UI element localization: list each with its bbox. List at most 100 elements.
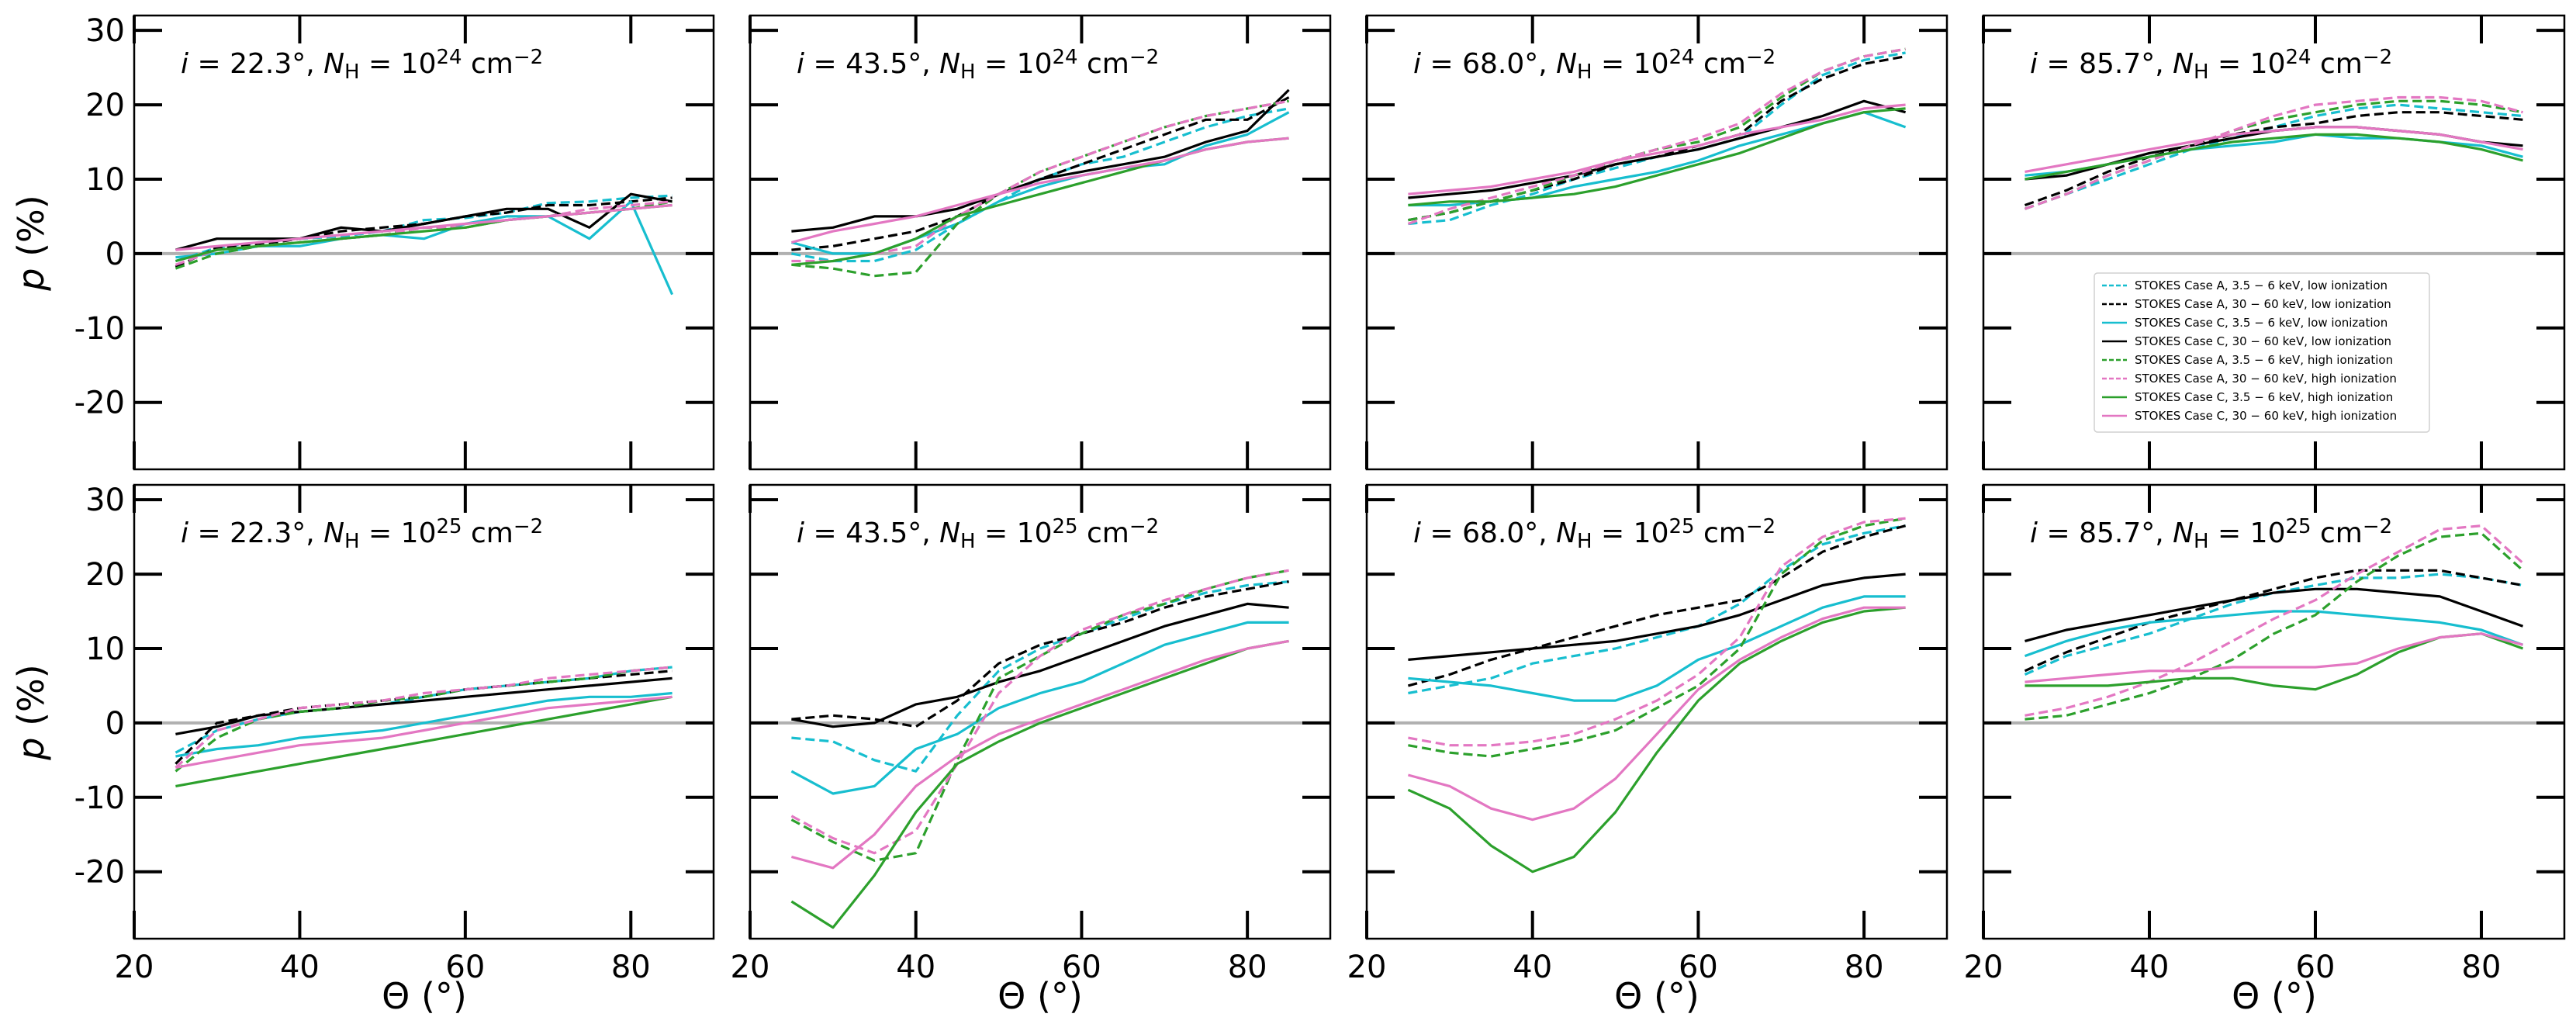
series-line-5 xyxy=(175,666,673,773)
panel-7: 20 40 60 80 i = 68.0°, NH = 1025 cm−2 xyxy=(1347,483,1948,985)
x-tick-label: 20 xyxy=(1964,950,2004,985)
series-line-7 xyxy=(791,137,1289,266)
legend-entry-label: STOKES Case C, 3.5 − 6 keV, low ionizati… xyxy=(2135,316,2388,330)
x-axis-label-col3: Θ (°) xyxy=(1614,975,1699,1017)
series-line-8 xyxy=(2024,632,2523,683)
panel-5: -20 -10 0 10 20 30 20 40 60 80 i = 22.3°, NH = 102… xyxy=(74,483,715,985)
x-tick-label: 80 xyxy=(1845,950,1884,985)
series-line-1 xyxy=(2024,573,2523,676)
series-line-4 xyxy=(791,88,1290,233)
series-line-4 xyxy=(791,602,1289,728)
series-line-8 xyxy=(1407,606,1906,822)
y-tick-label: -20 xyxy=(74,386,125,421)
panel-2: i = 43.5°, NH = 1024 cm−2 xyxy=(749,14,1332,471)
panel-title-part: H xyxy=(960,61,976,84)
panel-title-part: = 85.7°, xyxy=(2038,48,2173,80)
y-tick-label: 30 xyxy=(85,483,125,518)
series-line-3 xyxy=(790,621,1289,795)
series-line-4 xyxy=(175,676,673,735)
panel-title-part: H xyxy=(1577,530,1592,553)
panel-title-part: N xyxy=(939,517,960,549)
series-line-2 xyxy=(2024,569,2523,673)
panel-6: 20 40 60 80 i = 43.5°, NH = 1025 cm−2 xyxy=(731,483,1332,985)
series-line-4 xyxy=(1408,573,1906,661)
series-line-6 xyxy=(2024,524,2524,717)
x-axis-label-col2: Θ (°) xyxy=(998,975,1083,1017)
panel-title-part: = 10 xyxy=(360,517,437,549)
series-line-4 xyxy=(175,192,673,251)
panel-title: i = 68.0°, NH = 1024 cm−2 xyxy=(1413,46,1776,83)
panel-1: -20 -10 0 10 20 30 i = 22.3°, NH = 1024 cm−2 xyxy=(74,13,715,471)
panel-frame xyxy=(749,14,1332,471)
panel-title-part: 24 xyxy=(2285,46,2311,69)
x-tick-label: 40 xyxy=(2130,950,2170,985)
series-line-8 xyxy=(1408,103,1906,195)
series-line-5 xyxy=(791,99,1289,278)
panel-title-part: H xyxy=(960,530,976,553)
series-line-4 xyxy=(2024,587,2524,642)
series-line-6 xyxy=(790,569,1289,855)
panel-title-part: = 10 xyxy=(1592,48,1669,80)
panel-title-part: = 22.3°, xyxy=(188,48,323,80)
panel-title-part: N xyxy=(2173,48,2194,80)
y-tick-label: 20 xyxy=(85,88,125,123)
series-line-6 xyxy=(1407,47,1906,226)
panel-title-part: = 68.0°, xyxy=(1421,48,1556,80)
y-tick-label: -10 xyxy=(74,311,125,347)
series-line-2 xyxy=(791,96,1290,251)
y-tick-label: 0 xyxy=(105,237,125,272)
panel-title-part: −2 xyxy=(2363,46,2392,69)
panel-title-part: cm xyxy=(462,517,513,549)
panel-4: i = 85.7°, NH = 1024 cm−2 STOKES Case A, … xyxy=(1982,14,2566,471)
panel-title-part: −2 xyxy=(1746,46,1776,69)
x-tick-label: 40 xyxy=(280,950,320,985)
panel-frame xyxy=(133,483,715,940)
panel-title-part: N xyxy=(939,48,960,80)
series-line-5 xyxy=(790,569,1289,862)
legend-entry-label: STOKES Case A, 30 − 60 keV, high ionizat… xyxy=(2135,372,2397,386)
series-line-7 xyxy=(790,639,1289,929)
series-line-5 xyxy=(2024,531,2524,721)
y-axis-label-top: p (%) xyxy=(10,195,52,291)
x-tick-label: 20 xyxy=(115,950,154,985)
panel-title-part: −2 xyxy=(1129,46,1159,69)
legend-entry-label: STOKES Case C, 30 − 60 keV, high ionizat… xyxy=(2135,409,2397,423)
x-tick-label: 40 xyxy=(1513,950,1552,985)
panel-title-part: cm xyxy=(1695,48,1746,80)
series-line-3 xyxy=(1408,595,1906,702)
series-line-3 xyxy=(2024,610,2524,658)
panel-title-part: = 85.7°, xyxy=(2038,517,2173,549)
panel-frame xyxy=(749,483,1332,940)
x-tick-label: 20 xyxy=(1347,950,1387,985)
panel-title-part: = 10 xyxy=(2209,517,2286,549)
panel-title-part: N xyxy=(2173,517,2194,549)
panel-title: i = 68.0°, NH = 1025 cm−2 xyxy=(1413,515,1776,552)
x-tick-label: 60 xyxy=(445,950,485,985)
panel-title-part: N xyxy=(323,48,344,80)
x-tick-label: 80 xyxy=(1228,950,1267,985)
panel-title: i = 43.5°, NH = 1025 cm−2 xyxy=(797,515,1159,552)
panel-title: i = 22.3°, NH = 1025 cm−2 xyxy=(181,515,543,552)
panel-title-part: i xyxy=(1413,48,1421,80)
series-line-4 xyxy=(1408,99,1907,199)
series-line-5 xyxy=(1408,517,1906,758)
series-line-7 xyxy=(175,695,673,787)
panel-title-part: i xyxy=(1413,517,1421,549)
legend-entry-label: STOKES Case C, 3.5 − 6 keV, high ionizat… xyxy=(2135,390,2393,404)
panel-title-part: N xyxy=(1556,48,1577,80)
y-axis-label-bottom: p (%) xyxy=(10,664,52,760)
panel-title-part: cm xyxy=(2311,48,2363,80)
panel-title-part: 24 xyxy=(1052,46,1077,69)
x-tick-label: 40 xyxy=(896,950,935,985)
series-line-8 xyxy=(175,695,673,769)
panel-title-part: −2 xyxy=(513,46,543,69)
series-line-8 xyxy=(790,137,1289,244)
x-axis-label-col4: Θ (°) xyxy=(2232,975,2317,1017)
panel-title: i = 85.7°, NH = 1024 cm−2 xyxy=(2030,46,2392,83)
panel-title-part: H xyxy=(344,530,360,553)
x-tick-label: 20 xyxy=(731,950,770,985)
panel-frame xyxy=(1982,483,2566,940)
panel-8: 20 40 60 80 i = 85.7°, NH = 1025 cm−2 xyxy=(1964,483,2566,985)
x-tick-label: 80 xyxy=(611,950,651,985)
x-tick-label: 60 xyxy=(1062,950,1101,985)
